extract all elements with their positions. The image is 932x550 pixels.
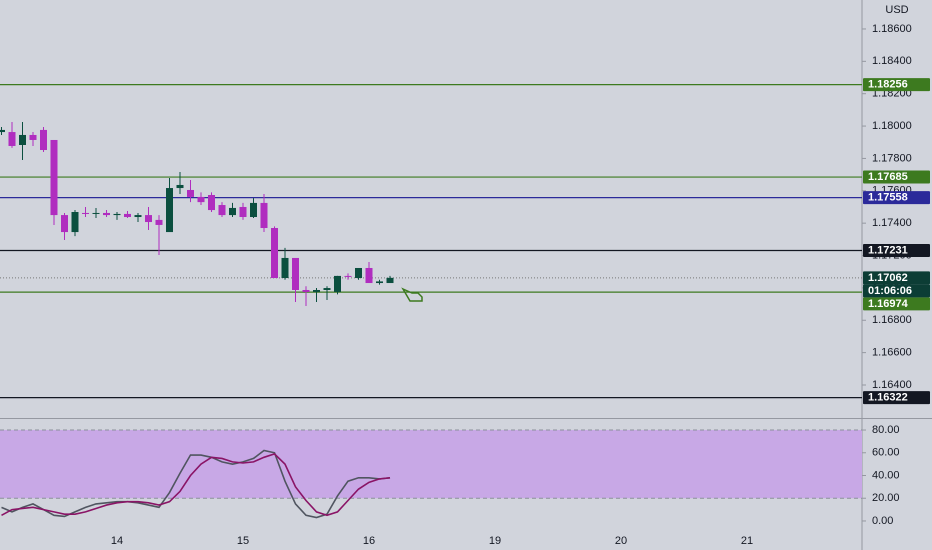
candle-body bbox=[8, 132, 16, 146]
candle-body bbox=[145, 215, 152, 223]
candle-body bbox=[376, 281, 383, 284]
price-badge-label: 1.17558 bbox=[868, 191, 908, 203]
candle-body bbox=[323, 288, 331, 290]
candle-body bbox=[50, 139, 58, 216]
candle-body bbox=[82, 212, 89, 214]
y-tick-label: 60.00 bbox=[872, 447, 900, 459]
cursor-icon bbox=[401, 287, 423, 302]
candle-body bbox=[208, 195, 215, 211]
price-badge-label: 1.17685 bbox=[868, 171, 908, 183]
candle-body bbox=[197, 196, 205, 203]
y-tick-label: 40.00 bbox=[872, 469, 900, 481]
x-tick-label: 15 bbox=[237, 535, 249, 547]
y-tick-label: 1.18600 bbox=[872, 23, 912, 35]
candle-body bbox=[281, 257, 289, 279]
x-tick-label: 14 bbox=[111, 535, 123, 547]
price-badge bbox=[863, 244, 930, 258]
price-badge-label: 1.16322 bbox=[868, 392, 908, 404]
candle-body bbox=[29, 134, 37, 140]
price-badge-label: 1.17231 bbox=[868, 244, 908, 256]
candle-body bbox=[250, 202, 257, 218]
candle-body bbox=[271, 228, 278, 279]
price-badge bbox=[863, 297, 930, 311]
currency-label: USD bbox=[885, 4, 908, 16]
price-badge-label: 1.16974 bbox=[868, 298, 909, 310]
y-tick-label: 0.00 bbox=[872, 515, 893, 527]
candle-body bbox=[355, 267, 362, 279]
stoch-line bbox=[1, 452, 391, 517]
x-tick-label: 20 bbox=[615, 535, 627, 547]
candle-body bbox=[124, 213, 131, 218]
candle-body bbox=[334, 275, 341, 292]
candle-body bbox=[386, 277, 394, 284]
candle-body bbox=[176, 184, 184, 189]
y-tick-label: 1.16800 bbox=[872, 314, 912, 326]
candle-body bbox=[260, 202, 268, 229]
x-tick-label: 19 bbox=[489, 535, 501, 547]
y-tick-label: 1.18400 bbox=[872, 55, 912, 67]
candle-body bbox=[0, 129, 5, 133]
y-tick-label: 1.18000 bbox=[872, 120, 912, 132]
price-badge bbox=[863, 271, 930, 285]
candle-body bbox=[229, 207, 236, 216]
candle-body bbox=[19, 134, 26, 145]
candle-body bbox=[40, 129, 47, 151]
price-badge bbox=[863, 170, 930, 184]
candle-body bbox=[292, 257, 299, 290]
candle-body bbox=[187, 189, 194, 197]
y-tick-label: 80.00 bbox=[872, 424, 900, 436]
candle-body bbox=[218, 205, 226, 216]
y-tick-label: 1.16400 bbox=[872, 379, 912, 391]
x-tick-label: 16 bbox=[363, 535, 375, 547]
price-badge-label: 1.18256 bbox=[868, 79, 908, 91]
candle-body bbox=[313, 289, 320, 292]
candle-body bbox=[344, 275, 352, 277]
candle-body bbox=[166, 188, 173, 233]
candle-body bbox=[113, 213, 121, 216]
candle-body bbox=[103, 212, 110, 216]
price-badge-label: 01:06:06 bbox=[868, 285, 912, 297]
y-tick-label: 1.17400 bbox=[872, 217, 912, 229]
y-tick-label: 1.16600 bbox=[872, 347, 912, 359]
candle-body bbox=[155, 219, 163, 225]
candle-body bbox=[302, 289, 310, 292]
price-badge bbox=[863, 191, 930, 205]
price-badge-label: 1.17062 bbox=[868, 272, 908, 284]
price-badge bbox=[863, 391, 930, 405]
candle-body bbox=[92, 212, 100, 214]
x-tick-label: 21 bbox=[741, 535, 753, 547]
y-tick-label: 1.17800 bbox=[872, 152, 912, 164]
candle-body bbox=[61, 215, 68, 233]
price-badge bbox=[863, 284, 930, 298]
price-badge bbox=[863, 78, 930, 92]
candle-body bbox=[365, 267, 373, 284]
candle-body bbox=[71, 211, 79, 233]
candle-body bbox=[134, 215, 142, 218]
y-tick-label: 20.00 bbox=[872, 492, 900, 504]
candle-body bbox=[239, 206, 247, 218]
stoch-band bbox=[0, 430, 862, 499]
